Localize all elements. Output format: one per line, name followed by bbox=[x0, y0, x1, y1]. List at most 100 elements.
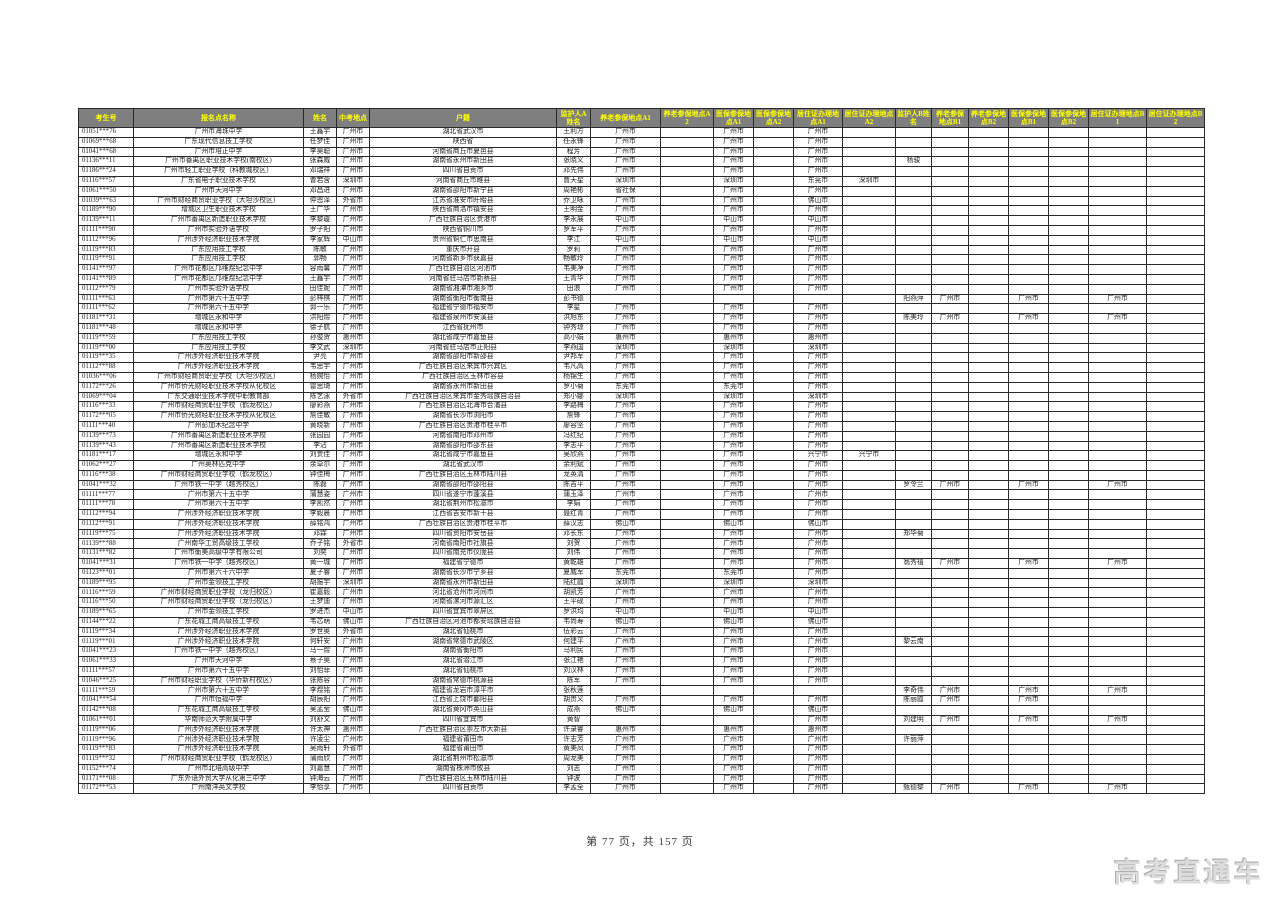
cell-site: 广州市北培高级中学 bbox=[133, 763, 304, 775]
cell-name: 邓霖 bbox=[303, 528, 337, 540]
cell-residence-a2 bbox=[842, 773, 896, 785]
cell-residence-a2 bbox=[842, 127, 896, 138]
cell-residence-b2 bbox=[1146, 342, 1205, 354]
cell-residence-a2 bbox=[842, 616, 896, 628]
cell-guardian-a: 许录睿 bbox=[556, 724, 591, 736]
cell-residence-a2 bbox=[842, 185, 896, 197]
cell-residence-a2 bbox=[842, 734, 896, 746]
cell-candidate: 01111***78 bbox=[78, 499, 134, 511]
cell-name: 马一煜 bbox=[303, 646, 337, 658]
cell-medical-a2 bbox=[753, 616, 794, 628]
cell-name: 何轩安 bbox=[303, 636, 337, 648]
table-row: 01111***78 广州市第六十五中学 李凯然 广州市 湖北省荆州市松滋市 李娟 广州市广… bbox=[78, 499, 1205, 511]
cell-candidate: 01119***91 bbox=[78, 254, 134, 266]
cell-medical-b1 bbox=[1008, 381, 1049, 393]
cell-hukou: 广西壮族自治区贵港市桂平市 bbox=[369, 420, 557, 432]
cell-guardian-b bbox=[895, 342, 932, 354]
column-header-medical-b1: 医保参保地点B1 bbox=[1008, 108, 1049, 128]
cell-residence-a1: 广州市 bbox=[793, 224, 843, 236]
cell-medical-a1: 广州市 bbox=[713, 313, 754, 324]
cell-zhongkao: 广州市 bbox=[336, 479, 370, 491]
cell-zhongkao: 广州市 bbox=[336, 136, 370, 148]
cell-candidate: 01111***62 bbox=[78, 303, 134, 315]
cell-site: 增城区卫生职业技术学校 bbox=[133, 205, 304, 217]
cell-residence-a2 bbox=[842, 391, 896, 403]
cell-pension-a2 bbox=[660, 254, 714, 266]
cell-candidate: 01111***59 bbox=[78, 685, 134, 697]
cell-guardian-b bbox=[895, 587, 932, 599]
cell-guardian-b bbox=[895, 616, 932, 628]
cell-pension-a2 bbox=[660, 420, 714, 432]
cell-residence-b2 bbox=[1146, 528, 1205, 540]
cell-candidate: 01142***08 bbox=[78, 705, 134, 716]
cell-medical-b1 bbox=[1008, 146, 1049, 158]
cell-pension-a2 bbox=[660, 587, 714, 599]
cell-medical-a2 bbox=[753, 381, 794, 393]
cell-residence-b1 bbox=[1088, 332, 1147, 344]
cell-medical-a1: 广州市 bbox=[713, 273, 754, 285]
cell-zhongkao: 广州市 bbox=[336, 371, 370, 383]
cell-residence-a2 bbox=[842, 401, 896, 413]
cell-pension-b2 bbox=[968, 313, 1009, 324]
cell-residence-b2 bbox=[1146, 146, 1205, 158]
cell-zhongkao: 广州市 bbox=[336, 146, 370, 158]
cell-medical-a1: 广州市 bbox=[713, 499, 754, 511]
cell-residence-b1 bbox=[1088, 744, 1147, 755]
cell-pension-a2 bbox=[660, 509, 714, 520]
cell-pension-b2 bbox=[968, 597, 1009, 609]
cell-residence-b2 bbox=[1146, 322, 1205, 334]
cell-residence-b2 bbox=[1146, 646, 1205, 658]
cell-pension-a2 bbox=[660, 215, 714, 226]
table-row: 01119***59 广东应用技工学校 孙俊贺 惠州市 湖北省咸宁市嘉鱼县 高小娟 惠州市惠… bbox=[78, 332, 1205, 344]
cell-pension-a1: 广州市 bbox=[590, 528, 661, 540]
table-row: 01112***94 广州涉外经济职业技术学院 李毅晨 广州市 江西省吉安市新干县 聂红青… bbox=[78, 509, 1205, 520]
cell-residence-b1: 广州市 bbox=[1088, 558, 1147, 569]
cell-residence-a1: 佛山市 bbox=[793, 195, 843, 207]
cell-residence-b2 bbox=[1146, 763, 1205, 775]
cell-medical-b2 bbox=[1048, 185, 1089, 197]
table-row: 01189***65 广州市金领技工学校 罗进杰 中山市 四川省宜宾市翠屏区 罗洪均 中山市… bbox=[78, 607, 1205, 618]
cell-pension-a1: 广州市 bbox=[590, 254, 661, 266]
cell-residence-a2 bbox=[842, 548, 896, 560]
cell-pension-b2 bbox=[968, 215, 1009, 226]
cell-site: 广州市番禺区新造职业技术学校 bbox=[133, 215, 304, 226]
cell-pension-b2 bbox=[968, 705, 1009, 716]
cell-name: 王梦迪 bbox=[303, 597, 337, 609]
cell-pension-a2 bbox=[660, 675, 714, 687]
cell-pension-b2 bbox=[968, 371, 1009, 383]
cell-hukou: 湖南省永州市新田县 bbox=[369, 577, 557, 589]
cell-residence-b2 bbox=[1146, 371, 1205, 383]
cell-name: 黄一城 bbox=[303, 558, 337, 569]
table-row: 01139***73 广州市番禺区新造职业技术学校 张园园 广州市 河南省南阳市邓州市冯… bbox=[78, 430, 1205, 442]
cell-pension-b1 bbox=[931, 440, 969, 452]
cell-medical-a1: 广州市 bbox=[713, 489, 754, 501]
cell-medical-b1 bbox=[1008, 264, 1049, 275]
cell-pension-b2 bbox=[968, 714, 1009, 726]
cell-guardian-a: 蒲玉泽 bbox=[556, 489, 591, 501]
cell-medical-a2 bbox=[753, 166, 794, 177]
cell-medical-b2 bbox=[1048, 362, 1089, 373]
cell-residence-a1: 广州市 bbox=[793, 665, 843, 677]
cell-medical-b1 bbox=[1008, 665, 1049, 677]
cell-candidate: 01116***57 bbox=[78, 175, 134, 187]
cell-pension-a1: 广州市 bbox=[590, 283, 661, 295]
cell-medical-b1 bbox=[1008, 234, 1049, 246]
cell-pension-b1 bbox=[931, 509, 969, 520]
cell-medical-a1: 广州市 bbox=[713, 440, 754, 452]
table-row: 01041***54 广州市恒福中学 胡辰阳 广州市 江西省上饶市鄱阳县 胡贵义 广州市 广州… bbox=[78, 695, 1205, 707]
cell-medical-a1 bbox=[713, 293, 754, 305]
cell-residence-b2 bbox=[1146, 499, 1205, 511]
table-row: 01189***90 增城区卫生职业技术学校 王广华 广州市 陕西省商洛市镇安县 王明金广… bbox=[78, 205, 1205, 217]
cell-hukou: 四川省遂宁市蓬溪县 bbox=[369, 489, 557, 501]
cell-residence-b1 bbox=[1088, 509, 1147, 520]
cell-zhongkao: 广州市 bbox=[336, 166, 370, 177]
cell-name: 田佳妮 bbox=[303, 283, 337, 295]
cell-medical-a1: 广州市 bbox=[713, 548, 754, 560]
cell-guardian-b bbox=[895, 724, 932, 736]
cell-guardian-a: 畅敏玲 bbox=[556, 254, 591, 266]
cell-zhongkao: 广州市 bbox=[336, 518, 370, 530]
cell-pension-a1: 广州市 bbox=[590, 195, 661, 207]
table-row: 01041***23 广州市铁一中学（越秀校区） 马一煜 广州市 湖南省衡阳市 马利民 广州… bbox=[78, 646, 1205, 658]
cell-pension-a2 bbox=[660, 440, 714, 452]
cell-medical-b1 bbox=[1008, 156, 1049, 168]
